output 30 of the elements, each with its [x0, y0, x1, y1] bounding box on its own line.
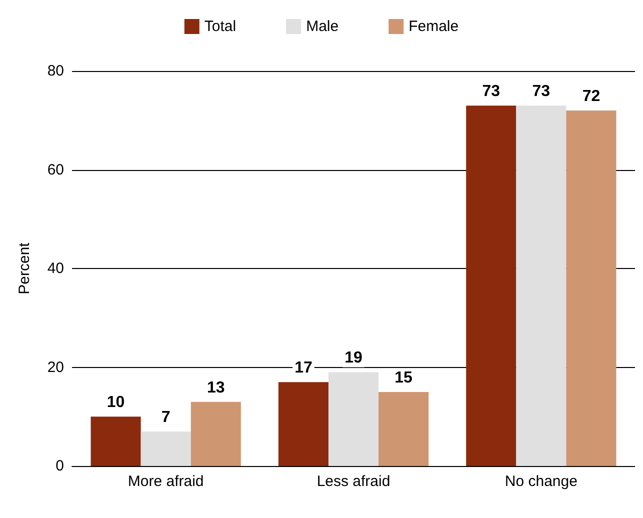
data-label: 7	[161, 408, 170, 426]
bar	[378, 392, 429, 466]
bar	[140, 431, 191, 466]
data-label: 73	[532, 83, 550, 100]
bar	[190, 402, 241, 466]
bar	[328, 372, 379, 466]
data-label: 15	[394, 369, 413, 386]
y-tick-label: 40	[47, 260, 64, 277]
data-label: 73	[482, 83, 500, 100]
data-label: 72	[582, 88, 600, 105]
y-axis-title: Percent	[16, 242, 33, 294]
x-tick-label: Less afraid	[316, 473, 390, 490]
x-tick-label: More afraid	[128, 473, 204, 490]
y-tick-label: 20	[47, 358, 64, 376]
bar	[278, 382, 328, 466]
data-label: 10	[106, 394, 125, 412]
bar	[466, 106, 516, 466]
data-label: 13	[206, 379, 225, 396]
y-tick-label: 0	[56, 458, 64, 474]
x-tick-label: No change	[504, 473, 578, 490]
y-tick-label: 60	[47, 161, 64, 178]
data-label: 19	[344, 350, 362, 367]
legend-label: Total	[204, 18, 236, 35]
bar	[566, 110, 616, 466]
legend-label: Female	[408, 18, 459, 35]
bar	[516, 106, 566, 466]
legend-label: Male	[306, 18, 339, 35]
y-tick-label: 80	[47, 62, 64, 80]
data-label: 17	[294, 360, 312, 377]
bar	[90, 416, 141, 466]
